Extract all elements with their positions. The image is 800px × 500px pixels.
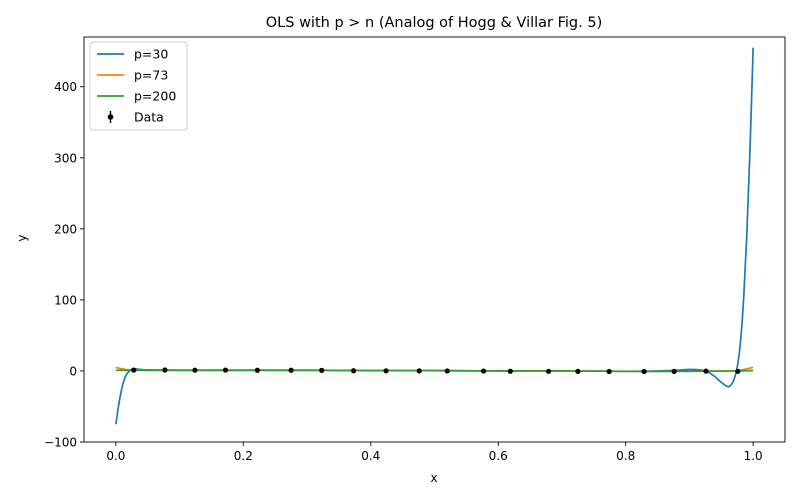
legend-marker: [107, 114, 114, 120]
plot-area: [115, 47, 754, 425]
axes-frame: [83, 36, 786, 443]
legend-entry: p=73: [134, 68, 168, 83]
data-point: [480, 368, 487, 374]
y-tick-label: 300: [54, 151, 77, 165]
x-tick-label: 0.2: [234, 449, 253, 463]
data-point: [507, 368, 513, 374]
x-tick-label: 0.0: [106, 449, 125, 463]
data-point: [641, 368, 647, 375]
data-point: [735, 368, 741, 374]
data-point: [288, 367, 294, 373]
data-point: [545, 368, 552, 374]
data-point: [416, 368, 422, 374]
chart-title: OLS with p > n (Analog of Hogg & Villar …: [266, 15, 602, 31]
data-points: [131, 367, 741, 375]
legend-entry: p=200: [134, 89, 176, 104]
data-point: [350, 368, 357, 374]
data-point: [222, 367, 229, 373]
y-axis-label: y: [15, 234, 29, 241]
x-tick-label: 0.8: [616, 449, 635, 463]
legend-box: [89, 41, 188, 131]
data-point: [319, 367, 325, 373]
data-point: [131, 367, 137, 373]
x-tick-label: 1.0: [744, 449, 763, 463]
data-point: [606, 368, 612, 375]
x-axis-label: x: [430, 471, 437, 485]
data-point: [444, 368, 450, 374]
data-point: [192, 367, 198, 373]
legend: p=30 p=73 p=200 Data: [89, 41, 188, 131]
x-tick-label: 0.6: [489, 449, 508, 463]
x-tick-label: 0.4: [361, 449, 380, 463]
axes: 0.0 0.2 0.4 0.6 0.8 1.0 −100 0 100 200 300 400: [44, 36, 786, 463]
y-tick-label: −100: [44, 436, 77, 450]
y-tick-label: 100: [54, 293, 77, 307]
data-point: [575, 368, 581, 374]
y-tick-label: 400: [54, 80, 77, 94]
y-tick-label: 0: [69, 364, 77, 378]
data-point: [671, 368, 677, 374]
legend-entry: Data: [134, 110, 164, 125]
legend-entry: p=30: [134, 47, 168, 62]
y-tick-label: 200: [54, 222, 77, 236]
data-point: [383, 368, 389, 374]
data-point: [162, 367, 168, 373]
data-point: [703, 368, 709, 374]
data-point: [254, 367, 260, 373]
series-line-p-200: [115, 369, 754, 373]
